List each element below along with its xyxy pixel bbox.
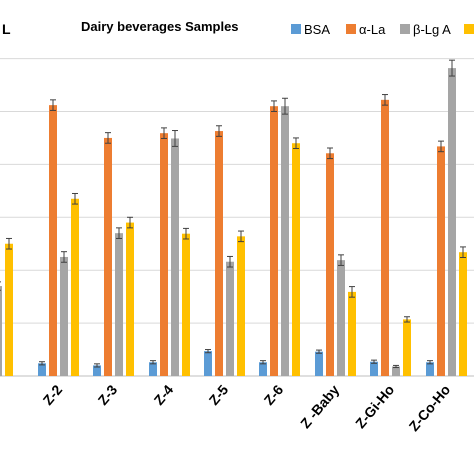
bar-fourth	[459, 252, 467, 376]
legend-swatch-alpha-la	[346, 24, 356, 34]
bar-fourth	[5, 243, 13, 376]
bar-alpha-la	[215, 131, 223, 376]
x-tick-label: Z -Baby	[297, 381, 342, 431]
chart-title: Dairy beverages Samples	[81, 19, 239, 34]
corner-label: L	[2, 21, 11, 37]
bar-alpha-la	[49, 105, 57, 376]
legend-label-bsa: BSA	[304, 22, 330, 37]
bar-beta-lg-a	[226, 261, 234, 376]
bar-alpha-la	[381, 99, 389, 377]
bar-fourth	[126, 222, 134, 376]
bar-bsa	[315, 351, 323, 376]
bar-beta-lg-a	[281, 106, 289, 377]
legend-label-beta-lg-a: β-Lg A	[413, 22, 451, 37]
bar-bsa	[204, 351, 212, 376]
bar-beta-lg-a	[0, 286, 2, 376]
bar-fourth	[292, 143, 300, 376]
bar-alpha-la	[160, 133, 168, 376]
x-tick-label: Z-5	[206, 381, 232, 408]
bar-fourth	[182, 233, 190, 376]
bar-beta-lg-a	[337, 260, 345, 376]
legend-swatch-beta-lg-a	[400, 24, 410, 34]
x-tick-label: Z-3	[95, 381, 121, 408]
x-tick-label: Z-2	[40, 381, 66, 408]
bar-alpha-la	[326, 153, 334, 376]
bar-bsa	[370, 361, 378, 376]
bar-alpha-la	[270, 106, 278, 377]
bar-bsa	[259, 362, 267, 376]
bar-bsa	[149, 362, 157, 376]
legend-label-alpha-la: α-La	[359, 22, 386, 37]
x-tick-label: Z-Gi-Ho	[352, 382, 397, 432]
bar-beta-lg-a	[171, 138, 179, 376]
bar-bsa	[38, 363, 46, 376]
bar-bsa	[93, 365, 101, 376]
bars	[0, 59, 467, 377]
bar-alpha-la	[437, 146, 445, 376]
bar-fourth	[403, 319, 411, 376]
legend-swatch-bsa	[291, 24, 301, 34]
legend: BSA α-La β-Lg A	[291, 22, 474, 37]
bar-alpha-la	[104, 137, 112, 376]
x-tick-label: Z-Co-Ho	[406, 382, 454, 435]
bar-beta-lg-a	[115, 233, 123, 376]
bar-bsa	[426, 362, 434, 376]
x-tick-label: Z-4	[151, 381, 177, 408]
bar-beta-lg-a	[448, 68, 456, 377]
x-tick-label: Z-6	[261, 381, 287, 408]
bar-fourth	[348, 291, 356, 376]
bar-fourth	[237, 236, 245, 376]
bar-beta-lg-a	[60, 256, 68, 376]
bar-beta-lg-a	[392, 366, 400, 376]
legend-swatch-fourth	[464, 24, 474, 34]
bar-fourth	[71, 198, 79, 376]
